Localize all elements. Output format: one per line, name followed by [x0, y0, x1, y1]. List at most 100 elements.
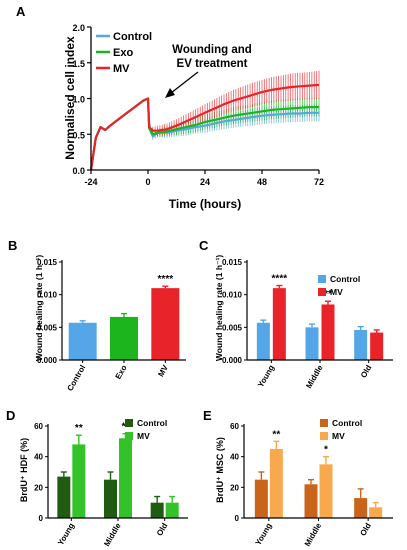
bar-mv — [151, 288, 180, 360]
x-tick-label: Old — [359, 363, 374, 379]
bar-young-control — [254, 479, 268, 518]
x-tick-label: 48 — [257, 177, 267, 187]
bar-old-mv — [165, 502, 179, 518]
legend-swatch-mv — [125, 432, 133, 440]
panel-e-plot: 0 20 40 60 ** Young * Middle Old Control MV — [230, 418, 393, 548]
y-tick-label: 1.5 — [72, 59, 85, 69]
y-tick-label: 0 — [39, 514, 44, 523]
panel-a: A 0.0 0.5 1.0 1.5 2.0 -24 0 24 48 72 Normalised … — [16, 4, 324, 211]
significance-middle: * — [324, 445, 328, 456]
bar-old-control — [150, 502, 164, 518]
y-tick-label: 0.010 — [222, 291, 243, 300]
legend-swatch-control — [125, 419, 133, 427]
significance-young: ** — [75, 423, 83, 434]
panel-e-letter: E — [203, 408, 212, 423]
x-tick-label: Middle — [102, 521, 123, 548]
panel-e-y-label: BrdU⁺ MSC (%) — [215, 437, 225, 503]
panel-d-letter: D — [6, 408, 15, 423]
panel-e: E BrdU⁺ MSC (%) 0 20 40 60 ** Young * Middle Old… — [203, 408, 393, 548]
mv-series-line — [89, 83, 320, 171]
x-tick-label: Young — [254, 521, 274, 547]
y-tick-label: 0 — [235, 514, 240, 523]
y-tick-label: 0.000 — [37, 356, 58, 365]
panel-b-y-label: Wound healing rate (1 h⁻¹) — [34, 255, 44, 361]
significance-mv: **** — [158, 274, 174, 285]
panel-d: D BrdU⁺ HDF (%) 0 20 40 60 ** Young ** Middle Ol… — [6, 408, 188, 548]
legend-label-mv: MV — [332, 431, 345, 441]
x-tick-label: Young — [56, 521, 76, 547]
legend-exo-label: Exo — [113, 47, 133, 59]
x-tick-label: Middle — [303, 521, 324, 548]
x-tick-label: Old — [155, 521, 170, 537]
legend-mv-label: MV — [113, 63, 130, 75]
y-tick-label: 20 — [34, 483, 43, 492]
bar-middle-mv — [321, 304, 335, 360]
panel-a-y-label: Normalised cell index — [63, 36, 77, 160]
y-tick-label: 2.0 — [72, 23, 85, 33]
panel-b-letter: B — [8, 238, 17, 253]
bar-middle-mv — [119, 438, 132, 518]
bar-young-mv — [72, 444, 86, 518]
bar-old-mv — [369, 507, 383, 518]
panel-c-letter: C — [199, 238, 209, 253]
bar-middle-control — [104, 479, 117, 518]
panel-b: B Wound healing rate (1 h⁻¹) 0.000 0.005 0… — [8, 238, 186, 393]
panel-d-y-label: BrdU⁺ HDF (%) — [19, 438, 29, 502]
bar-old-control — [354, 329, 368, 360]
annotation-line-2: EV treatment — [177, 58, 248, 70]
bar-middle-mv — [319, 464, 333, 518]
panel-c-y-label: Wound healing rate (1 h⁻¹) — [214, 255, 224, 361]
annotation-arrow-shaft — [170, 71, 199, 94]
panel-a-x-label: Time (hours) — [169, 197, 241, 211]
legend-control-label: Control — [113, 31, 152, 43]
y-tick-label: 60 — [230, 422, 239, 431]
panel-a-x-ticks: -24 0 24 48 72 — [84, 170, 324, 187]
panel-a-series — [89, 70, 320, 171]
significance-middle: ** — [324, 289, 332, 300]
bar-exo — [110, 316, 138, 360]
bar-young-mv — [269, 449, 283, 518]
bar-old-control — [354, 498, 368, 518]
panel-a-y-ticks: 0.0 0.5 1.0 1.5 2.0 — [72, 23, 91, 176]
y-tick-label: 20 — [230, 483, 239, 492]
legend-swatch-control — [320, 419, 328, 427]
annotation-arrow-head — [165, 88, 175, 98]
legend-swatch-mv — [318, 288, 326, 296]
significance-young: ** — [272, 429, 280, 440]
bar-control — [68, 322, 97, 360]
panel-d-plot: 0 20 40 60 ** Young ** Middle Old Control MV — [34, 418, 188, 548]
x-tick-label: 24 — [200, 177, 210, 187]
y-tick-label: 0.005 — [222, 323, 243, 332]
x-tick-label: 72 — [314, 177, 324, 187]
x-tick-label: Old — [358, 521, 373, 537]
y-tick-label: 0.000 — [222, 356, 243, 365]
legend-swatch-control — [318, 275, 326, 283]
panel-c: C Wound healing rate (1 h⁻¹) 0.000 0.005 0… — [199, 238, 393, 390]
bar-old-mv — [370, 332, 384, 360]
bar-middle-control — [305, 327, 319, 360]
panel-c-plot: 0.000 0.005 0.010 0.015 **** Young ** Middle Old… — [222, 258, 393, 390]
y-tick-label: 0.005 — [37, 323, 58, 332]
x-tick-label: Exo — [114, 363, 129, 380]
significance-young: **** — [272, 274, 288, 285]
significance-middle: ** — [122, 422, 130, 433]
legend-label-control: Control — [137, 418, 167, 428]
y-tick-label: 60 — [34, 422, 43, 431]
y-tick-label: 40 — [34, 453, 43, 462]
y-tick-label: 1.0 — [72, 95, 85, 105]
y-tick-label: 0.010 — [37, 291, 58, 300]
legend-swatch-mv — [320, 432, 328, 440]
panel-a-letter: A — [16, 4, 26, 19]
panel-b-plot: 0.000 0.005 0.010 0.015 Control Exo **** MV — [37, 258, 186, 393]
y-tick-label: 0.5 — [72, 130, 85, 140]
bar-young-mv — [272, 288, 286, 360]
x-tick-label: MV — [156, 363, 170, 378]
legend-label-mv: MV — [137, 431, 150, 441]
x-tick-label: Control — [65, 364, 87, 393]
y-tick-label: 0.015 — [222, 258, 243, 267]
legend-label-mv: MV — [330, 287, 343, 297]
x-tick-label: Young — [256, 363, 276, 389]
legend-label-control: Control — [330, 274, 360, 284]
bar-young-control — [57, 476, 71, 518]
